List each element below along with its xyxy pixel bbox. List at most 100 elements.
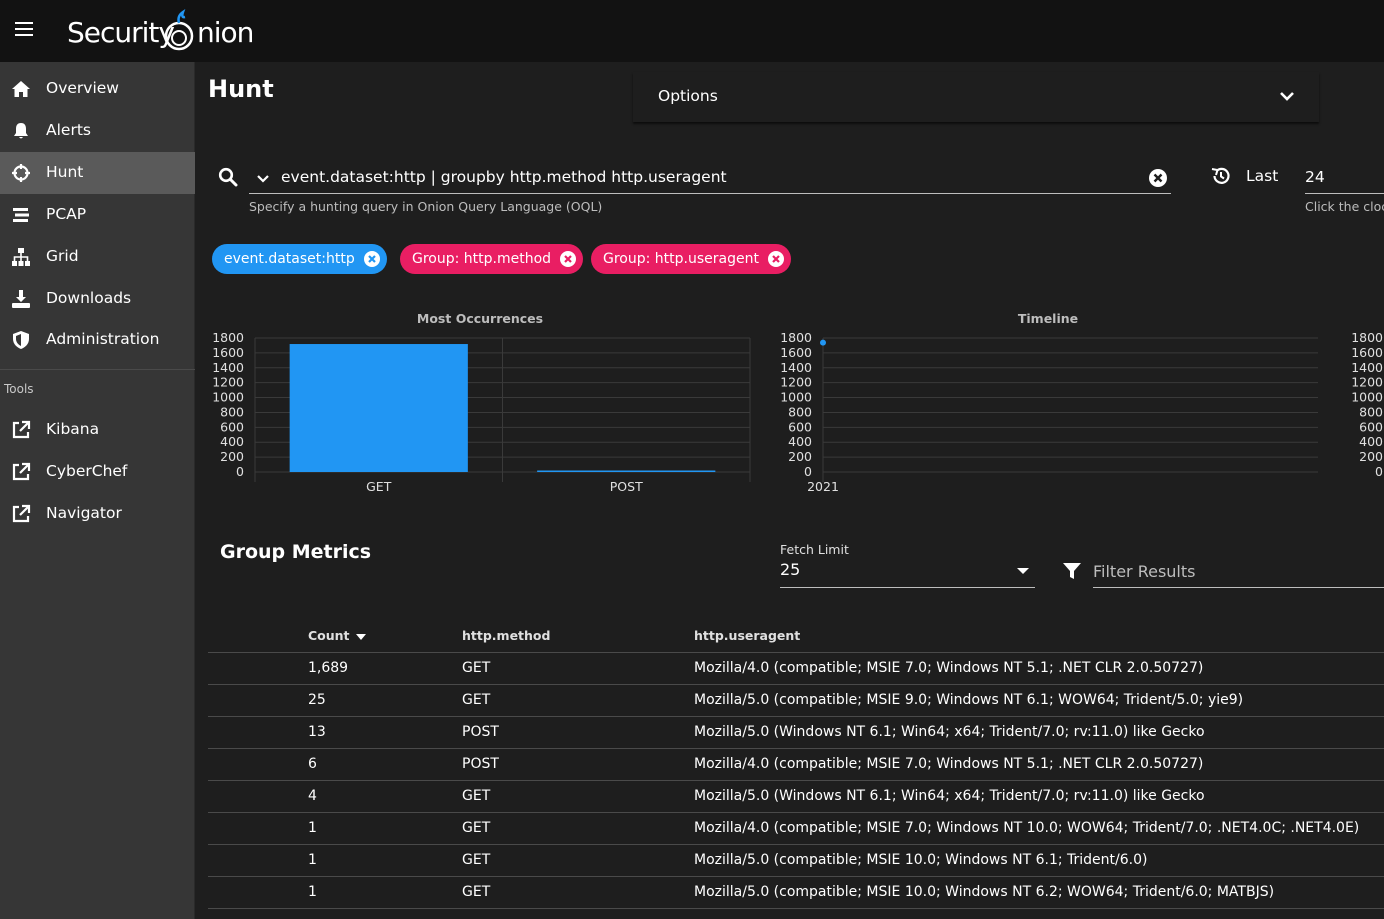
sidebar-item-pcap[interactable]: PCAP [0,194,195,236]
y-tick-label: 1200 [1351,375,1383,390]
http-method-cell[interactable]: GET [462,652,694,685]
y-tick-label: 400 [220,434,244,449]
sort-desc-icon [355,633,366,640]
count-cell[interactable]: 1 [208,844,462,877]
http-method-cell[interactable]: GET [462,684,694,717]
query-chip-group-method[interactable]: Group: http.method [400,244,583,274]
table-row[interactable]: 6 POST Mozilla/4.0 (compatible; MSIE 7.0; … [208,748,1384,781]
http-method-cell[interactable]: GET [462,780,694,813]
http-useragent-cell[interactable]: Mozilla/5.0 (Windows NT 6.1; Win64; x64;… [694,716,1384,749]
most-occurrences-chart: Most Occurrences 18001600140012001000800… [212,311,751,494]
http-method-cell[interactable]: POST [462,748,694,781]
crosshairs-icon [12,164,30,182]
count-cell[interactable]: 25 [208,684,462,717]
download-icon [12,290,30,308]
table-row[interactable]: 25 GET Mozilla/5.0 (compatible; MSIE 9.0; … [208,684,1384,717]
sidebar-item-overview[interactable]: Overview [0,68,195,110]
query-chip-dataset[interactable]: event.dataset:http [212,244,387,274]
table-row[interactable]: 1 GET Mozilla/5.0 (compatible; MSIE 10.0; … [208,876,1384,909]
date-range-input[interactable] [1305,160,1384,194]
column-header-http-useragent[interactable]: http.useragent [694,620,1384,653]
y-tick-label: 800 [788,404,812,419]
y-tick-label: 1200 [780,375,812,390]
http-useragent-cell[interactable]: Mozilla/5.0 (compatible; MSIE 10.0; Wind… [694,876,1384,909]
menu-icon[interactable] [15,22,33,36]
sidebar-item-hunt[interactable]: Hunt [0,152,195,194]
sidebar-item-label: Grid [46,247,79,265]
y-tick-label: 1600 [780,345,812,360]
http-useragent-cell[interactable]: Mozilla/5.0 (Windows NT 6.1; Win64; x64;… [694,780,1384,813]
count-cell[interactable]: 1,689 [208,652,462,685]
group-metrics-title: Group Metrics [220,541,372,563]
http-useragent-cell[interactable]: Mozilla/5.0 (compatible; MSIE 9.0; Windo… [694,684,1384,717]
logo-text: Security [67,16,175,49]
http-useragent-cell[interactable]: Mozilla/4.0 (compatible; MSIE 7.0; Windo… [694,812,1384,845]
sidebar-item-cyberchef[interactable]: CyberChef [0,451,195,493]
sidebar-item-navigator[interactable]: Navigator [0,493,195,535]
sidebar-item-administration[interactable]: Administration [0,319,195,361]
search-icon[interactable] [218,167,238,187]
remove-chip-icon[interactable] [559,250,577,268]
external-link-icon [12,462,31,481]
http-useragent-cell[interactable]: Mozilla/4.0 (compatible; MSIE 7.0; Windo… [694,748,1384,781]
count-cell[interactable]: 13 [208,716,462,749]
http-useragent-cell[interactable]: Mozilla/4.0 (compatible; MSIE 7.0; Windo… [694,652,1384,685]
http-method-cell[interactable]: GET [462,812,694,845]
sidebar-item-grid[interactable]: Grid [0,236,195,278]
count-cell[interactable]: 1 [208,812,462,845]
external-link-icon [12,504,31,523]
y-tick-label: 400 [788,434,812,449]
column-header-count[interactable]: Count [208,620,462,653]
sidebar-item-label: Administration [46,330,160,348]
history-icon[interactable] [1210,165,1232,187]
tools-section-label: Tools [4,382,34,396]
http-useragent-cell[interactable]: Mozilla/5.0 (compatible; MSIE 10.0; Wind… [694,844,1384,877]
table-row[interactable]: 1,689 GET Mozilla/4.0 (compatible; MSIE 7.… [208,652,1384,685]
chip-label: event.dataset:http [224,251,355,267]
sidebar-item-label: Downloads [46,289,132,307]
y-tick-label: 1800 [780,330,812,345]
date-range-label: Last [1246,167,1279,185]
query-chip-group-useragent[interactable]: Group: http.useragent [591,244,791,274]
chevron-down-icon[interactable] [256,172,270,186]
group-metrics-table: Count http.method http.useragent 1,689 GE… [208,620,1384,909]
sidebar-item-kibana[interactable]: Kibana [0,409,195,451]
y-tick-label: 800 [1359,404,1383,419]
remove-chip-icon[interactable] [767,250,785,268]
sidebar-item-label: Alerts [46,121,91,139]
table-row[interactable]: 1 GET Mozilla/5.0 (compatible; MSIE 10.0; … [208,844,1384,877]
sidebar-divider [0,369,195,370]
y-tick-label: 1400 [780,360,812,375]
count-cell[interactable]: 4 [208,780,462,813]
http-method-cell[interactable]: GET [462,844,694,877]
table-row[interactable]: 1 GET Mozilla/4.0 (compatible; MSIE 7.0; W… [208,812,1384,845]
chip-label: Group: http.method [412,251,552,267]
sidebar-item-downloads[interactable]: Downloads [0,278,195,320]
x-tick-label: 2021 [807,479,839,494]
filter-results-input[interactable] [1093,556,1384,588]
search-query-input[interactable] [249,160,1171,194]
y-tick-label: 800 [220,404,244,419]
sitemap-icon [12,248,30,266]
y-tick-label: 0 [1375,464,1383,479]
options-expansion-panel[interactable]: Options [633,72,1319,122]
fetch-limit-label: Fetch Limit [780,542,849,557]
y-tick-label: 0 [804,464,812,479]
sidebar-item-label: CyberChef [46,462,128,480]
chevron-down-icon [1280,92,1294,101]
count-cell[interactable]: 1 [208,876,462,909]
fetch-limit-select[interactable]: 25 [780,558,1035,588]
chart-title: Most Occurrences [417,311,543,326]
y-tick-label: 1000 [1351,390,1383,405]
count-cell[interactable]: 6 [208,748,462,781]
remove-chip-icon[interactable] [363,250,381,268]
sidebar-item-alerts[interactable]: Alerts [0,110,195,152]
clear-search-icon[interactable] [1148,168,1168,188]
onion-logo-icon [164,8,194,51]
table-row[interactable]: 13 POST Mozilla/5.0 (Windows NT 6.1; Win64… [208,716,1384,749]
caret-down-icon [1017,568,1029,574]
http-method-cell[interactable]: POST [462,716,694,749]
column-header-http-method[interactable]: http.method [462,620,694,653]
table-row[interactable]: 4 GET Mozilla/5.0 (Windows NT 6.1; Win64; … [208,780,1384,813]
http-method-cell[interactable]: GET [462,876,694,909]
